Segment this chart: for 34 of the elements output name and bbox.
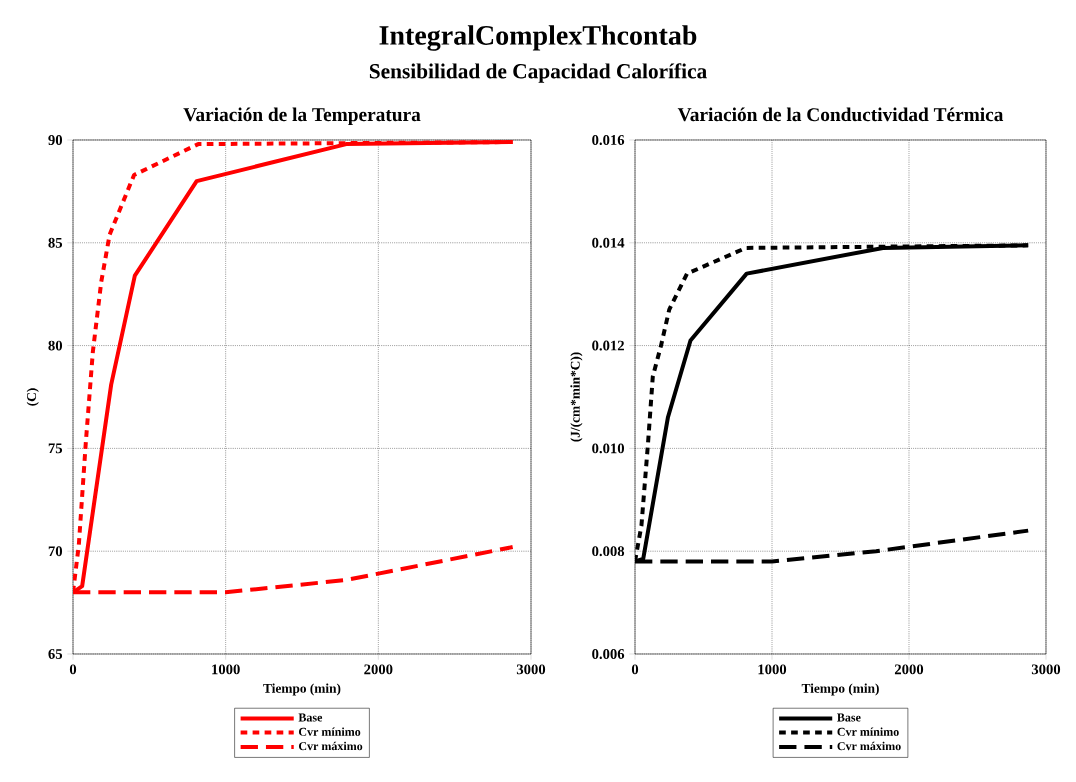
y-tick-label: 0.014: [592, 237, 625, 248]
y-tick-label: 75: [48, 443, 63, 454]
x-tick-label: 1000: [758, 664, 787, 675]
chart-title: Variación de la Conductividad Térmica: [677, 107, 1004, 122]
x-axis-title: Tiempo (min): [263, 683, 341, 696]
y-tick-label: 90: [48, 135, 63, 145]
y-tick-label: 0.010: [592, 443, 625, 454]
legend-label: Cvr máximo: [298, 741, 363, 751]
y-tick-label: 0.006: [592, 649, 625, 659]
legend-label: Cvr mínimo: [837, 727, 899, 736]
y-tick-label: 0.016: [592, 135, 625, 145]
y-tick-label: 65: [48, 649, 63, 659]
legend-label: Cvr máximo: [837, 741, 901, 751]
x-tick-label: 1000: [212, 664, 240, 675]
y-tick-label: 0.012: [592, 340, 624, 351]
x-axis-title: Tiempo (min): [801, 683, 879, 696]
y-tick-label: 80: [48, 340, 63, 351]
y-tick-label: 85: [48, 237, 63, 248]
x-tick-label: 2000: [364, 664, 393, 675]
chart-title: Variación de la Temperatura: [183, 107, 421, 126]
legend-label: Base: [837, 713, 861, 722]
x-tick-label: 0: [69, 664, 77, 675]
legend-label: Base: [298, 713, 323, 722]
x-tick-label: 0: [631, 664, 639, 675]
x-tick-label: 3000: [1031, 664, 1061, 675]
y-tick-label: 70: [48, 546, 63, 557]
legend-label: Cvr mínimo: [298, 727, 361, 736]
y-axis-title: (C): [26, 388, 39, 406]
y-axis-title: (J/(cm*min*C)): [570, 352, 583, 442]
text: Sensibilidad de Capacidad Calorífica: [369, 63, 707, 83]
y-tick-label: 0.008: [592, 546, 625, 557]
text: IntegralComplexThcontab: [379, 25, 697, 51]
x-tick-label: 2000: [894, 664, 924, 675]
x-tick-label: 3000: [516, 664, 546, 675]
